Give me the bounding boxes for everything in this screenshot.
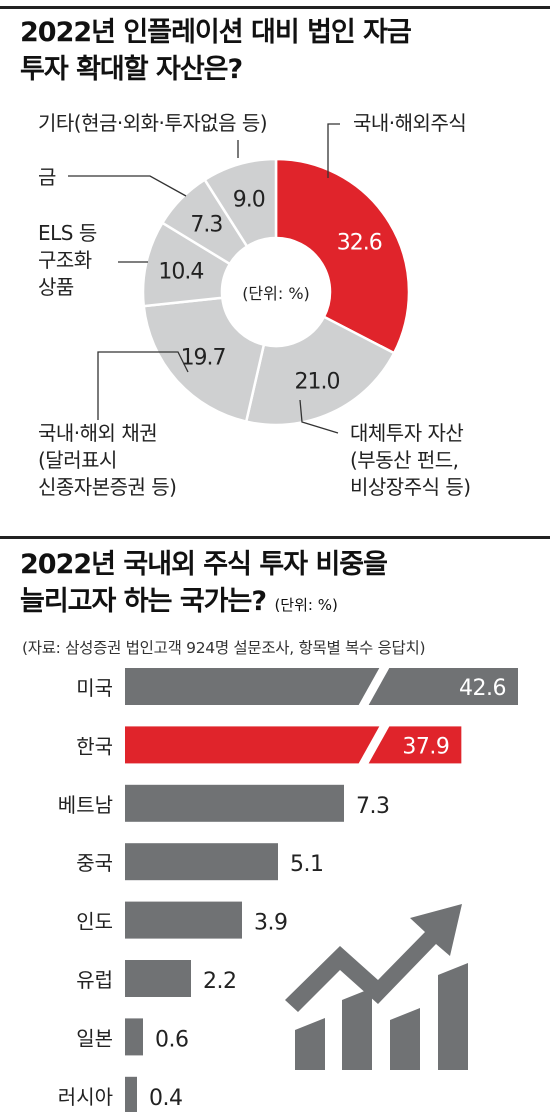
pie-value-label-1: 21.0: [294, 369, 339, 394]
bar-3: [125, 843, 278, 881]
label-els-line2: 구조화: [38, 248, 92, 272]
bar-value-label-3: 5.1: [290, 852, 324, 877]
bar-4: [125, 901, 242, 939]
label-els: ELS 등 구조화 상품: [38, 220, 97, 301]
label-els-line1: ELS 등: [38, 221, 97, 245]
bar-6: [125, 1018, 143, 1056]
pie-slice-0: [274, 157, 411, 355]
label-alt-line1: 대체투자 자산: [350, 421, 464, 445]
bar-value-label-7: 0.4: [149, 1086, 183, 1111]
pie-slice-2: [142, 296, 266, 424]
middle-rule: [0, 536, 550, 539]
trend-bar-shape-1: [342, 988, 372, 1070]
bar-2: [125, 784, 344, 822]
label-alt: 대체투자 자산 (부동산 펀드, 비상장주식 등): [350, 420, 471, 501]
trend-bar-shape-2: [390, 1008, 420, 1070]
bar-value-label-4: 3.9: [254, 911, 288, 936]
axis-break-mark-1: [357, 723, 391, 767]
bar-chart-title: 2022년 국내외 주식 투자 비중을 늘리고자 하는 국가는? (단위: %): [20, 546, 388, 624]
bar-value-label-0: 42.6: [459, 676, 506, 701]
bar-title-line2: 늘리고자 하는 국가는?: [20, 586, 267, 617]
label-stocks: 국내·해외주식: [353, 111, 467, 135]
label-alt-line2: (부동산 펀드,: [350, 448, 459, 472]
bar-7: [125, 1076, 137, 1112]
leader-stocks: [327, 123, 340, 178]
trend-arrow-shape: [285, 904, 462, 1012]
pie-value-label-3: 10.4: [158, 260, 203, 285]
pie-chart-title: 2022년 인플레이션 대비 법인 자금 투자 확대할 자산은?: [20, 14, 412, 88]
top-rule: [0, 6, 550, 9]
pie-value-label-4: 7.3: [190, 213, 222, 238]
bar-value-label-5: 2.2: [203, 969, 237, 994]
rising-trend-bar-chart-icon: [285, 904, 468, 1070]
bar-category-label-4: 인도: [76, 910, 113, 934]
bar-category-label-3: 중국: [76, 851, 113, 875]
label-bond-line3: 신종자본증권 등): [38, 475, 177, 499]
bar-category-label-6: 일본: [76, 1026, 113, 1050]
leader-gold: [68, 175, 187, 197]
label-etc: 기타(현금·외화·투자없음 등): [38, 111, 268, 135]
pie-title-line2: 투자 확대할 자산은?: [20, 54, 243, 85]
bar-title-line2-row: 늘리고자 하는 국가는? (단위: %): [20, 583, 387, 624]
bar-0: [125, 668, 518, 705]
leader-bond: [97, 351, 189, 420]
pie-slice-1: [244, 315, 396, 427]
bar-category-label-5: 유럽: [76, 968, 113, 992]
source-note: (자료: 삼성증권 법인고객 924명 설문조사, 항목별 복수 응답치): [22, 639, 426, 657]
label-bond-line1: 국내·해외 채권: [38, 421, 158, 445]
label-gold: 금: [38, 165, 56, 189]
pie-value-label-5: 9.0: [233, 187, 265, 212]
pie-slice-5: [203, 157, 278, 249]
bar-unit-label: (단위: %): [274, 596, 338, 614]
label-els-line3: 상품: [38, 275, 74, 299]
pie-title-line1: 2022년 인플레이션 대비 법인 자금: [20, 17, 412, 48]
bar-category-label-0: 미국: [76, 676, 113, 700]
trend-bar-shape-0: [295, 1018, 325, 1070]
label-bond-line2: (달러표시: [38, 448, 117, 472]
trend-bar-shape-3: [438, 963, 468, 1070]
donut-chart: 32.6 21.0 19.7 10.4 7.3 9.0 (단위: %): [68, 123, 411, 434]
pie-unit-label: (단위: %): [242, 284, 310, 303]
bar-category-label-1: 한국: [76, 734, 113, 758]
bar-category-label-2: 베트남: [58, 793, 113, 817]
bar-chart: 미국 42.6 한국 37.9 베트남 7.3 중국 5.1 인도 3.9 유럽 2.2 일본 0.6 러시…: [58, 665, 518, 1112]
bar-category-label-7: 러시아: [58, 1085, 113, 1109]
bar-5: [125, 960, 191, 997]
label-alt-line3: 비상장주식 등): [350, 475, 471, 499]
bar-value-label-2: 7.3: [356, 794, 390, 819]
bar-title-line1: 2022년 국내외 주식 투자 비중을: [20, 549, 388, 580]
axis-break-mark-0: [357, 665, 391, 708]
bar-value-label-6: 0.6: [155, 1027, 189, 1052]
pie-value-label-0: 32.6: [337, 230, 382, 255]
label-bond: 국내·해외 채권 (달러표시 신종자본증권 등): [38, 420, 177, 501]
leader-alt: [299, 399, 339, 434]
bar-1: [125, 726, 462, 764]
pie-value-label-2: 19.7: [181, 346, 226, 371]
bar-value-label-1: 37.9: [402, 734, 449, 759]
